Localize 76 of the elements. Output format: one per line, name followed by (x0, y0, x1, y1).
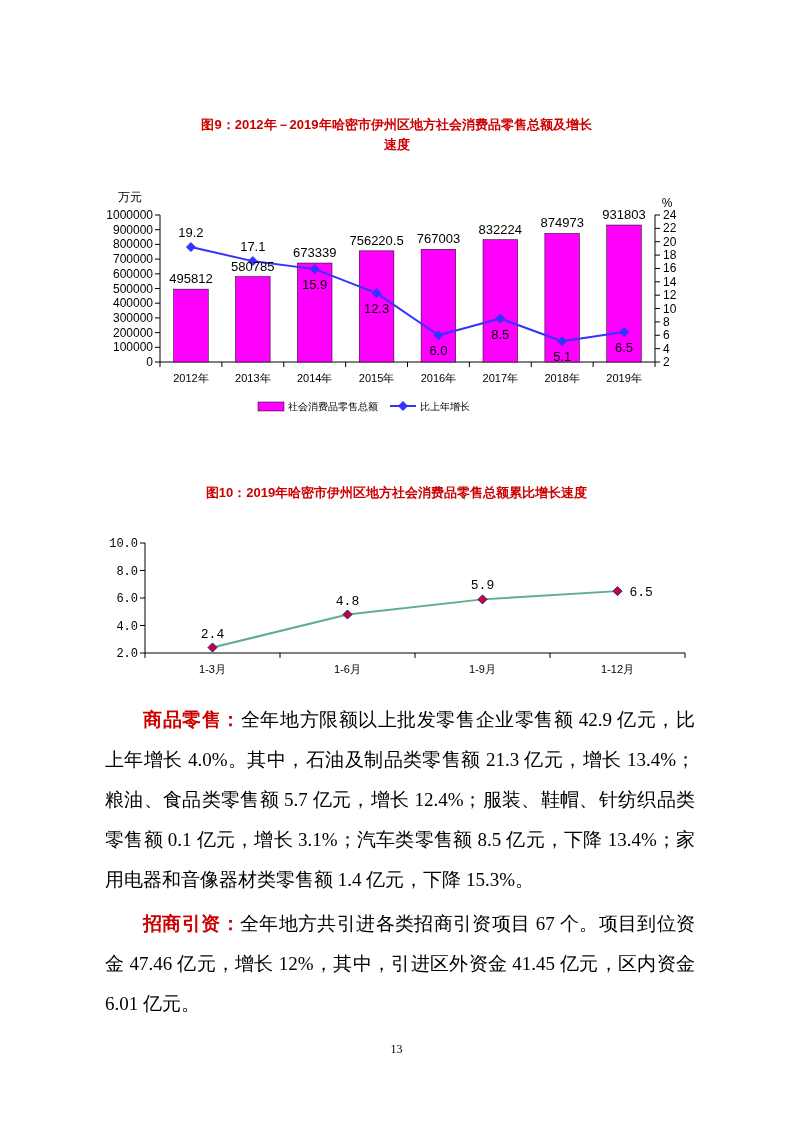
y-tick-label: 400000 (112, 296, 154, 311)
x-tick-label: 2015年 (358, 372, 395, 384)
x-tick-label: 1-3月 (199, 663, 226, 675)
data-label: 8.5 (491, 326, 510, 342)
x-tick-label: 2018年 (544, 372, 580, 384)
y-tick-label: 600000 (112, 266, 154, 281)
x-tick-label: 1-9月 (469, 663, 496, 675)
data-label: 6.5 (629, 585, 653, 601)
y2-tick-label: 8 (663, 314, 670, 329)
point (619, 326, 630, 337)
x-tick-label: 2017年 (482, 372, 519, 384)
y-tick-label: 200000 (112, 325, 154, 340)
text: 13 (389, 1042, 404, 1057)
y-tick-label: 8.0 (116, 564, 138, 579)
data-label: 4.8 (335, 593, 360, 609)
text: 招商引资：全年地方共引进各类招商引资项目 67 个。项目到位资金 47.46 亿元，增长 12%，其中，引进区外资金 41.45 亿元，区内资金 6.01 亿元。 (105, 912, 695, 1016)
y-tick-label: 100000 (112, 340, 154, 355)
data-label: 5.9 (470, 578, 495, 594)
data-label: 832224 (478, 221, 523, 237)
data-label: 2.4 (200, 626, 225, 642)
data-label: 15.9 (302, 277, 328, 293)
x-tick-label: 2019年 (606, 372, 642, 384)
y-tick-label: 900000 (112, 222, 154, 237)
data-label: 6.5 (615, 339, 634, 355)
point (371, 288, 382, 299)
point (309, 264, 320, 275)
data-label: 19.2 (178, 225, 204, 241)
y-tick-label: 300000 (112, 310, 154, 325)
chart-title: 图9：2012年－2019年哈密市伊州区地方社会消费品零售总额及增长速度 (200, 116, 593, 154)
data-label: 673339 (292, 245, 337, 261)
y2-tick-label: 20 (663, 234, 677, 249)
y2-axis-title: % (661, 196, 673, 210)
x-tick-label: 1-6月 (334, 663, 361, 675)
y2-tick-label: 10 (663, 301, 677, 316)
data-label: 5.1 (553, 349, 572, 365)
y-axis-title: 万元 (118, 190, 142, 204)
point (557, 336, 568, 347)
y2-tick-label: 4 (663, 341, 670, 356)
y-tick-label: 10.0 (109, 537, 138, 551)
y-tick-label: 6.0 (116, 592, 138, 606)
y2-tick-label: 22 (663, 221, 677, 236)
data-label: 580785 (231, 258, 275, 274)
y-tick-label: 500000 (112, 281, 154, 296)
y2-tick-label: 2 (663, 355, 670, 369)
data-label: 12.3 (363, 301, 390, 317)
data-label: 756220.5 (349, 232, 404, 248)
y2-tick-label: 24 (663, 208, 677, 222)
y2-tick-label: 6 (663, 328, 670, 343)
y-tick-label: 4.0 (116, 619, 138, 634)
x-tick-label: 2016年 (420, 372, 457, 384)
text: 商品零售：全年地方限额以上批发零售企业零售额 42.9 亿元，比上年增长 4.0%。其中，石油及制品类零售额 21.3 亿元，增长 13.4%；粮油、食品类零售额 5.7 亿元，增长 12.4%；服装、鞋帽、针纺织品类零售额 0.1 亿元，增长 3.1%；汽车类零售额 8.5 亿元，下降 13.4%；家用电器和音像器材类零售额 1.4 亿元，下降 15.3%。 (105, 708, 696, 892)
y-tick-label: 0 (146, 355, 154, 369)
data-label: 495812 (169, 271, 213, 287)
legend-label: 比上年增长 (420, 401, 470, 412)
y-tick-label: 800000 (112, 237, 154, 252)
x-tick-label: 2014年 (296, 372, 333, 384)
y-tick-label: 2.0 (116, 647, 138, 661)
y-tick-label: 1000000 (106, 208, 154, 222)
y2-tick-label: 18 (663, 248, 677, 263)
chart-title: 图10：2019年哈密市伊州区地方社会消费品零售总额累比增长速度 (204, 484, 589, 502)
x-tick-label: 2012年 (173, 372, 209, 384)
data-label: 874973 (540, 215, 584, 231)
point (433, 330, 444, 341)
y2-tick-label: 12 (663, 288, 677, 303)
data-label: 6.0 (429, 343, 448, 359)
y2-tick-label: 14 (663, 274, 677, 289)
y-tick-label: 700000 (112, 252, 154, 267)
data-label: 767003 (416, 231, 461, 247)
x-tick-label: 2013年 (235, 372, 271, 384)
data-label: 17.1 (240, 239, 266, 255)
legend-label: 社会消费品零售总额 (288, 401, 378, 412)
point (185, 242, 196, 253)
data-label: 931803 (602, 207, 646, 223)
x-tick-label: 1-12月 (600, 663, 635, 675)
y2-tick-label: 16 (663, 261, 677, 276)
point (495, 313, 506, 324)
